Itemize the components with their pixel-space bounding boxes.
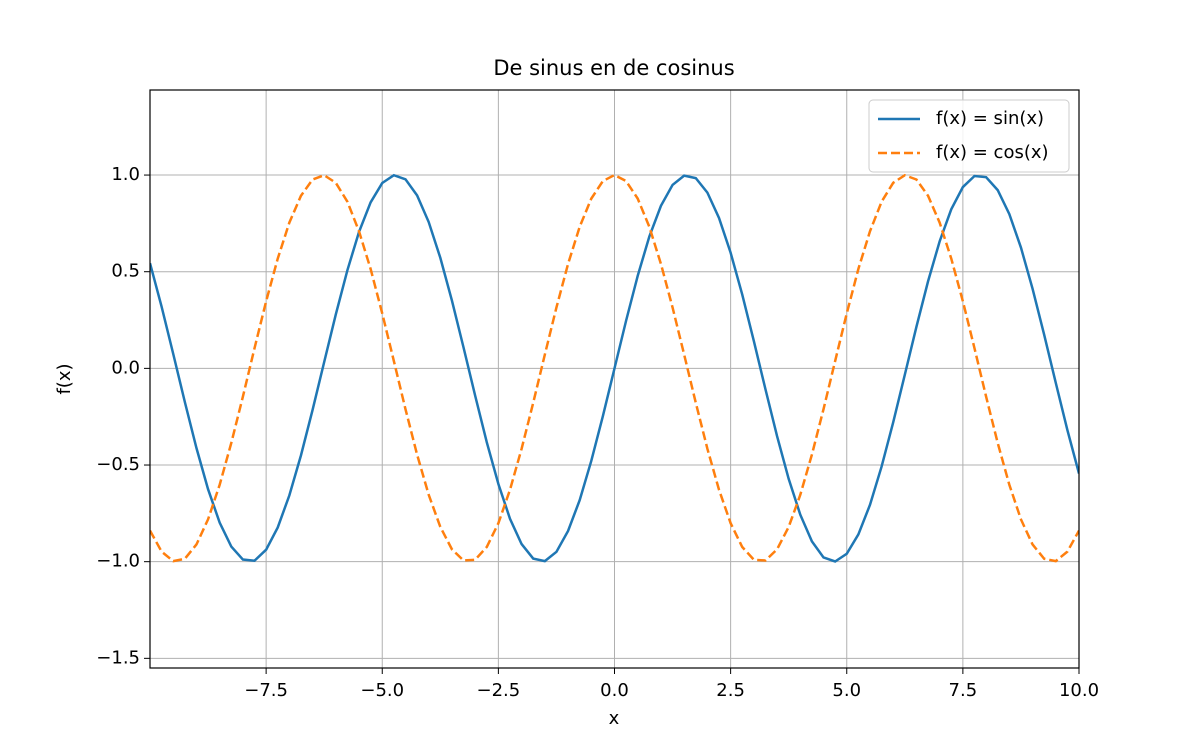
series-line bbox=[150, 173, 1079, 563]
x-tick-label: 2.5 bbox=[716, 680, 745, 701]
y-tick-label: −1.0 bbox=[96, 551, 140, 572]
legend-label: f(x) = cos(x) bbox=[936, 142, 1049, 163]
x-tick-label: 10.0 bbox=[1059, 680, 1099, 701]
plot-frame bbox=[149, 89, 1080, 669]
x-tick-label: 0.0 bbox=[600, 680, 629, 701]
x-tick-label: −5.0 bbox=[360, 680, 404, 701]
y-tick-label: −1.5 bbox=[96, 647, 140, 668]
y-axis-label: f(x) bbox=[54, 363, 75, 394]
series-line bbox=[150, 173, 1079, 563]
x-tick-label: −2.5 bbox=[477, 680, 521, 701]
x-axis-label: x bbox=[609, 708, 620, 729]
legend-label: f(x) = sin(x) bbox=[936, 108, 1044, 129]
y-tick-label: 0.5 bbox=[111, 261, 140, 282]
y-tick-label: 1.0 bbox=[111, 164, 140, 185]
chart-title: De sinus en de cosinus bbox=[493, 56, 734, 80]
y-tick-label: 0.0 bbox=[111, 357, 140, 378]
x-tick-label: 7.5 bbox=[949, 680, 978, 701]
x-tick-label: 5.0 bbox=[832, 680, 861, 701]
y-tick-label: −0.5 bbox=[96, 454, 140, 475]
x-tick-label: −7.5 bbox=[244, 680, 288, 701]
